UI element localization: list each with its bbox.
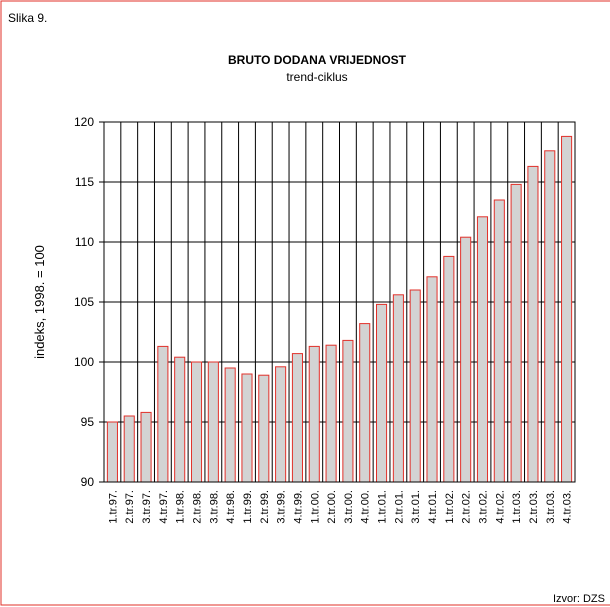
bar (224, 367, 236, 483)
x-tick-label: 1.tr.98. (175, 490, 187, 524)
y-tick-label: 120 (74, 115, 94, 129)
bar (460, 236, 472, 483)
chart-subtitle: trend-ciklus (286, 70, 347, 84)
bar (443, 255, 455, 483)
bar (241, 373, 253, 483)
x-tick-label: 4.tr.00. (360, 490, 372, 524)
source: Izvor: DZS (553, 593, 605, 605)
x-tick-label: 1.tr.97. (107, 490, 119, 524)
x-tick-label: 1.tr.02. (444, 490, 456, 524)
x-tick-label: 4.tr.02. (494, 490, 506, 524)
y-tick-label: 115 (75, 175, 94, 189)
x-tick-label: 1.tr.00. (309, 490, 321, 524)
bar (392, 294, 404, 483)
x-tick-label: 2.tr.99. (259, 490, 271, 524)
figure-label: Slika 9. (8, 11, 47, 25)
x-tick-label: 3.tr.01. (410, 490, 422, 524)
bar (258, 374, 270, 483)
x-tick-label: 3.tr.03. (545, 490, 557, 524)
x-tick-label: 2.tr.01. (393, 490, 405, 524)
bar (140, 411, 152, 483)
bar (291, 353, 303, 483)
x-tick-label: 4.tr.99. (292, 490, 304, 524)
x-tick-label: 3.tr.98. (208, 490, 220, 524)
x-tick-label: 4.tr.01. (427, 490, 439, 524)
bar (561, 135, 573, 483)
x-tick-label: 2.tr.02. (461, 490, 473, 524)
bar (308, 345, 320, 483)
y-tick-label: 100 (74, 355, 94, 369)
x-tick-label: 3.tr.97. (141, 490, 153, 524)
bar (426, 276, 438, 483)
bar (359, 323, 371, 483)
bar (376, 303, 388, 483)
y-axis-label: indeks, 1998. = 100 (32, 245, 47, 359)
x-tick-label: 4.tr.98. (225, 490, 237, 524)
bar (157, 345, 169, 483)
x-tick-label: 1.tr.03. (511, 490, 523, 524)
x-tick-label: 3.tr.02. (477, 490, 489, 524)
x-tick-label: 2.tr.03. (528, 490, 540, 524)
y-tick-label: 110 (75, 235, 94, 249)
bar (409, 289, 421, 483)
x-tick-label: 3.tr.99. (276, 490, 288, 524)
bar (325, 344, 337, 483)
bar (510, 183, 522, 483)
plot-border (103, 121, 576, 483)
bar (544, 150, 556, 483)
bar (123, 415, 135, 483)
chart-title: BRUTO DODANA VRIJEDNOST (228, 53, 407, 67)
y-tick-label: 105 (74, 295, 94, 309)
bar (190, 361, 203, 483)
bar (493, 199, 505, 483)
y-tick-label: 90 (81, 475, 95, 489)
x-tick-label: 2.tr.97. (124, 490, 136, 524)
x-tick-label: 4.tr.03. (562, 490, 574, 524)
x-tick-label: 2.tr.00. (326, 490, 338, 524)
bar (207, 361, 219, 483)
bar (106, 421, 118, 483)
x-tick-label: 1.tr.01. (377, 490, 389, 524)
x-tick-label: 2.tr.98. (192, 490, 204, 524)
y-tick-label: 95 (81, 415, 95, 429)
bar (275, 366, 287, 483)
bar (476, 216, 489, 483)
bar (342, 339, 354, 483)
x-tick-label: 4.tr.97. (158, 490, 170, 524)
bar (174, 356, 186, 483)
x-tick-label: 3.tr.00. (343, 490, 355, 524)
bar (527, 165, 539, 483)
x-tick-label: 1.tr.99. (242, 490, 254, 524)
